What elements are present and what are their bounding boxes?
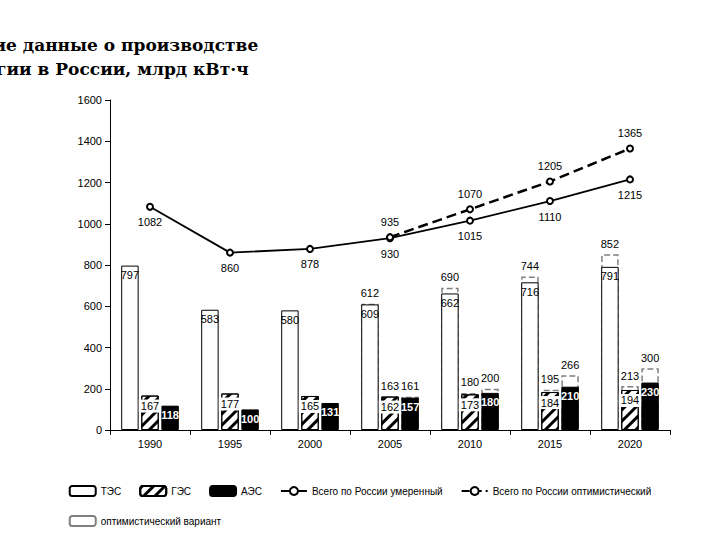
svg-text:612: 612 xyxy=(361,287,379,299)
svg-text:180: 180 xyxy=(481,396,499,408)
svg-text:1200: 1200 xyxy=(78,177,102,189)
svg-text:2020: 2020 xyxy=(618,438,642,450)
svg-text:1990: 1990 xyxy=(138,438,162,450)
svg-text:210: 210 xyxy=(561,390,579,402)
svg-text:2015: 2015 xyxy=(538,438,562,450)
svg-text:131: 131 xyxy=(321,406,339,418)
svg-text:173: 173 xyxy=(461,399,479,411)
svg-text:0: 0 xyxy=(96,424,102,436)
svg-text:1110: 1110 xyxy=(539,211,562,223)
svg-text:184: 184 xyxy=(541,397,559,409)
svg-text:1365: 1365 xyxy=(618,127,642,139)
svg-text:744: 744 xyxy=(521,260,539,272)
svg-text:157: 157 xyxy=(401,401,419,413)
svg-text:163: 163 xyxy=(381,380,399,392)
svg-text:930: 930 xyxy=(381,248,399,260)
svg-text:1082: 1082 xyxy=(138,216,162,228)
svg-text:Всего по России умеренный: Всего по России умеренный xyxy=(312,486,443,497)
svg-text:662: 662 xyxy=(441,297,459,309)
svg-text:177: 177 xyxy=(221,398,239,410)
svg-text:162: 162 xyxy=(381,401,399,413)
svg-text:АЭС: АЭС xyxy=(241,486,262,497)
svg-text:791: 791 xyxy=(601,270,619,282)
svg-text:180: 180 xyxy=(461,376,479,388)
svg-text:690: 690 xyxy=(441,271,459,283)
svg-text:1600: 1600 xyxy=(78,94,102,106)
svg-text:оптимистический вариант: оптимистический вариант xyxy=(101,516,222,527)
svg-text:266: 266 xyxy=(561,359,579,371)
svg-text:1000: 1000 xyxy=(78,218,102,230)
svg-text:электроэнергии в России, млрд: электроэнергии в России, млрд кВт·ч xyxy=(0,59,249,79)
svg-text:400: 400 xyxy=(84,342,102,354)
svg-text:ТЭС: ТЭС xyxy=(101,486,122,497)
svg-text:213: 213 xyxy=(621,370,639,382)
svg-text:580: 580 xyxy=(281,314,299,326)
svg-text:1015: 1015 xyxy=(458,230,482,242)
svg-text:1215: 1215 xyxy=(618,189,642,201)
svg-text:878: 878 xyxy=(301,258,319,270)
svg-text:609: 609 xyxy=(361,308,379,320)
svg-text:161: 161 xyxy=(401,380,419,392)
svg-text:1995: 1995 xyxy=(218,438,242,450)
svg-text:716: 716 xyxy=(521,286,539,298)
svg-text:800: 800 xyxy=(84,259,102,271)
svg-text:2005: 2005 xyxy=(378,438,402,450)
svg-text:600: 600 xyxy=(84,300,102,312)
svg-text:Всего по России оптимистически: Всего по России оптимистический xyxy=(493,486,652,497)
svg-text:2010: 2010 xyxy=(458,438,482,450)
svg-text:118: 118 xyxy=(161,409,179,421)
svg-text:860: 860 xyxy=(221,262,239,274)
svg-text:195: 195 xyxy=(541,373,559,385)
svg-text:852: 852 xyxy=(601,238,619,250)
svg-text:ГЭС: ГЭС xyxy=(171,486,191,497)
svg-text:1070: 1070 xyxy=(458,188,482,200)
svg-text:230: 230 xyxy=(641,386,659,398)
svg-text:1400: 1400 xyxy=(78,135,102,147)
svg-text:1205: 1205 xyxy=(538,160,562,172)
svg-text:194: 194 xyxy=(621,394,639,406)
svg-text:200: 200 xyxy=(481,372,499,384)
svg-text:935: 935 xyxy=(381,216,399,228)
svg-text:583: 583 xyxy=(201,313,219,325)
svg-text:300: 300 xyxy=(641,352,659,364)
svg-text:2000: 2000 xyxy=(298,438,322,450)
svg-text:165: 165 xyxy=(301,400,319,412)
svg-text:Статистические данные о произв: Статистические данные о производстве xyxy=(0,35,264,55)
svg-text:167: 167 xyxy=(141,400,159,412)
svg-text:100: 100 xyxy=(241,413,259,425)
svg-text:797: 797 xyxy=(121,269,139,281)
svg-text:200: 200 xyxy=(84,383,102,395)
